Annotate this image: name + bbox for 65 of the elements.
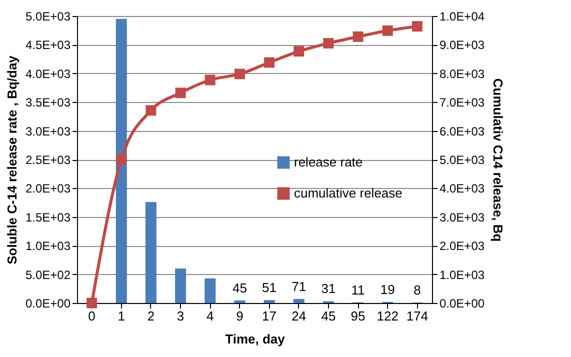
data-label: 51 [262, 280, 277, 296]
data-label: 11 [351, 282, 365, 298]
point [234, 68, 245, 80]
y-tick-label: 0.0E+00 [25, 296, 71, 310]
data-label: 31 [321, 281, 336, 296]
point [294, 46, 304, 57]
y2-tick-label: 0.0E+00 [440, 296, 485, 310]
y-tick-label: 3.5E+03 [25, 96, 71, 110]
bar [264, 300, 275, 303]
legend-label: release rate [294, 154, 363, 170]
y-axis-title: Soluble C-14 release rate , Bq/day [4, 54, 20, 264]
y-tick-label: 2.5E+03 [25, 153, 71, 167]
y2-tick-label: 2.0E+03 [440, 239, 485, 254]
x-tick-label: 24 [292, 308, 306, 324]
x-tick-label: 1 [118, 308, 125, 324]
x-tick-label: 122 [376, 308, 398, 324]
x-tick-label: 3 [176, 308, 184, 324]
x-tick-label: 174 [406, 308, 428, 324]
y2-tick-label: 3.0E+03 [440, 210, 485, 224]
y-tick-label: 4.5E+03 [25, 38, 71, 52]
point [146, 105, 156, 116]
bar [116, 18, 127, 303]
y2-tick-label: 1.0E+03 [440, 268, 485, 282]
data-label: 8 [414, 282, 421, 298]
x-tick-label: 95 [350, 308, 366, 324]
y-tick-label: 5.0E+02 [25, 268, 71, 282]
point [204, 74, 216, 86]
y2-tick-label: 1.0E+04 [440, 10, 485, 24]
x-tick-label: 0 [88, 308, 96, 324]
point [382, 25, 393, 36]
point [116, 154, 127, 165]
y-tick-label: 4.0E+03 [25, 66, 71, 81]
x-tick-label: 4 [206, 308, 214, 324]
y-tick-label: 5.0E+03 [25, 10, 71, 24]
y2-axis-title: Cumulativ C14 release, Bq [490, 78, 506, 242]
y2-tick-label: 6.0E+03 [440, 124, 485, 138]
bar [234, 300, 246, 303]
data-label: 19 [380, 282, 395, 297]
y2-tick-label: 5.0E+03 [440, 153, 485, 167]
bar [175, 268, 186, 303]
y-tick-label: 2.0E+03 [25, 182, 71, 196]
legend-label: cumulative release [294, 186, 402, 200]
point [412, 21, 422, 32]
x-tick-label: 17 [262, 308, 277, 324]
point [352, 31, 364, 42]
point [175, 88, 186, 98]
point [86, 298, 98, 308]
y-tick-label: 1.5E+03 [25, 210, 71, 224]
point [264, 57, 275, 68]
x-axis-title: Time, day [225, 332, 286, 346]
data-label: 45 [232, 280, 247, 296]
point [323, 38, 334, 49]
x-tick-label: 2 [147, 308, 155, 324]
data-label: 71 [292, 278, 306, 294]
y-tick-label: 3.0E+03 [25, 124, 71, 138]
y2-tick-label: 9.0E+03 [440, 38, 485, 52]
x-tick-label: 45 [321, 308, 336, 324]
x-tick-label: 9 [236, 308, 244, 324]
bar [145, 202, 156, 303]
bar [293, 298, 304, 303]
y2-tick-label: 8.0E+03 [440, 66, 485, 81]
y-tick-label: 1.0E+03 [25, 239, 71, 254]
y2-tick-label: 7.0E+03 [440, 96, 485, 110]
y2-tick-label: 4.0E+03 [440, 182, 485, 196]
bar [204, 278, 216, 303]
